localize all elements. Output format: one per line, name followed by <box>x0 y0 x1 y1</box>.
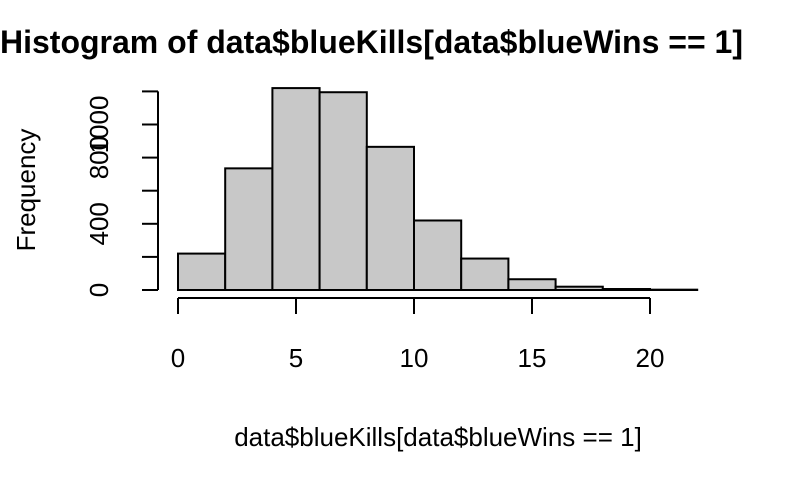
y-axis-label: Frequency <box>11 129 41 252</box>
y-tick-label: 0 <box>84 283 114 297</box>
x-tick-label: 10 <box>400 343 429 373</box>
histogram-bar <box>318 91 368 292</box>
y-tick-label: 400 <box>84 202 114 245</box>
x-tick-label: 5 <box>289 343 303 373</box>
histogram-bars <box>177 87 699 292</box>
histogram-bar <box>177 252 227 291</box>
y-tick-label: 1000 <box>84 96 114 154</box>
y-tick-label: 800 <box>84 136 114 179</box>
histogram-bar <box>413 219 463 292</box>
x-axis: 0 5 10 15 20 <box>171 297 665 373</box>
x-tick-label: 20 <box>636 343 665 373</box>
x-tick-label: 15 <box>518 343 547 373</box>
x-axis-label: data$blueKills[data$blueWins == 1] <box>234 422 642 452</box>
histogram-bar <box>365 145 415 291</box>
x-tick-label: 0 <box>171 343 185 373</box>
histogram-bar <box>460 257 510 291</box>
histogram-bar <box>224 167 274 291</box>
histogram-bar <box>601 288 651 291</box>
chart-title: Histogram of data$blueKills[data$blueWin… <box>0 24 743 60</box>
histogram-bar <box>507 278 557 291</box>
histogram-bar <box>271 87 321 291</box>
histogram-bar <box>554 285 604 292</box>
